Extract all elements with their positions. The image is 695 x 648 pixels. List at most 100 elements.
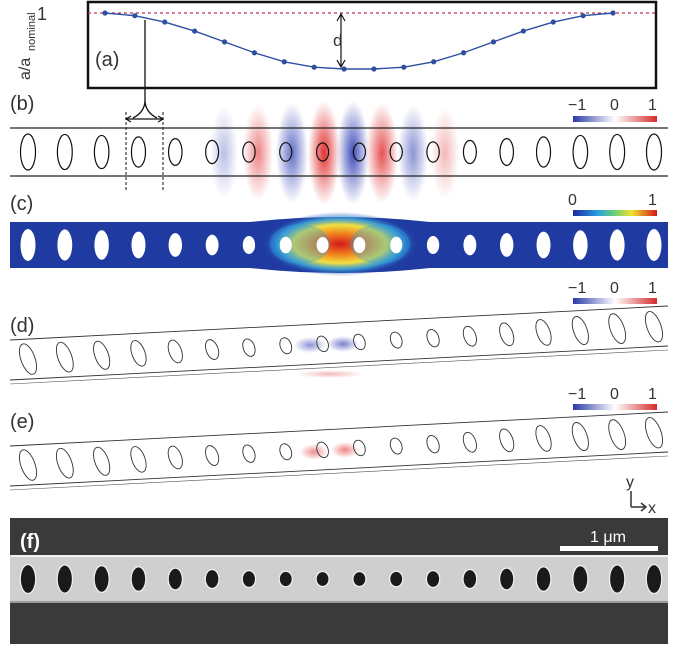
axes-indicator: y x [626, 474, 656, 517]
hole-outline [93, 134, 110, 170]
hole-outline [18, 449, 38, 481]
curve-point [281, 59, 287, 65]
hole-outline [462, 431, 477, 453]
hole-outline [499, 138, 515, 166]
curve-point [311, 64, 317, 70]
hole-outline [535, 136, 552, 168]
curve-point [580, 13, 586, 19]
depth-arrow-head-up [336, 12, 346, 22]
y-axis-label: a/a nominal [17, 12, 38, 80]
hole-outline [242, 141, 256, 163]
sem-hole [608, 564, 626, 594]
depth-label: d [333, 31, 342, 50]
hole-outline [535, 319, 552, 346]
beam-top-edge-d [9, 305, 669, 341]
y-axis-label-sub: nominal [26, 12, 38, 51]
beam-top-edge-e [9, 411, 669, 447]
curve-point [341, 66, 347, 72]
hole [57, 229, 73, 261]
curve-point [460, 50, 467, 56]
hole-outline [205, 445, 220, 466]
panel-label-e: (e) [10, 411, 34, 433]
hole-outline [426, 141, 440, 163]
hole-outline [130, 340, 147, 367]
sem-hole [425, 569, 441, 589]
curve-point [610, 10, 616, 16]
hole-outline [205, 139, 220, 165]
colorbar-b-min: −1 [568, 97, 586, 114]
scale-bar [560, 546, 658, 551]
sem-hole [462, 568, 478, 590]
curve-point [192, 28, 198, 34]
hole-outlines-e [18, 417, 664, 481]
hole-outline [279, 443, 293, 461]
hole-outline [353, 333, 366, 351]
hole-outline [18, 343, 38, 375]
hole-outline [535, 425, 552, 452]
hole-outline [608, 419, 627, 450]
strain-hotspot [262, 212, 418, 276]
hole [609, 229, 625, 261]
curve-line [104, 12, 614, 70]
panel-label-a: (a) [95, 49, 119, 71]
hole-outline [55, 341, 74, 373]
axis-y-label: y [626, 474, 634, 491]
y-axis-label-main: a/a [17, 58, 34, 80]
sem-hole [352, 570, 367, 588]
hole-outline [572, 134, 589, 170]
sem-hole [535, 566, 552, 592]
colorbar-e [573, 404, 657, 410]
colorbar-b-mid: 0 [610, 97, 619, 114]
colorbar-e-max: 1 [648, 386, 657, 403]
curve-point [431, 59, 437, 65]
panel-e: (e) −1 0 1 [9, 386, 669, 491]
curve-point [132, 13, 138, 19]
beam-bottom-edge-e-2 [9, 455, 669, 491]
hole-outline [352, 142, 367, 162]
panel-c: (c) 0 1 [10, 192, 668, 276]
hole-outline [499, 428, 515, 453]
hole [426, 235, 440, 255]
hole [205, 234, 219, 256]
sem-holes [19, 563, 663, 595]
colorbar-e-min: −1 [568, 386, 586, 403]
hole-outline [279, 337, 293, 355]
hole-outline [389, 331, 403, 349]
panel-label-f: (f) [20, 531, 40, 553]
hole-outline [353, 439, 366, 457]
hole-outlines-b [19, 133, 663, 171]
scale-bar-label: 1 μm [590, 529, 626, 546]
hole [573, 230, 588, 260]
hole-outline [130, 446, 147, 473]
hole-outline [609, 133, 626, 171]
curve-point [490, 39, 497, 45]
colorbar-d [573, 298, 657, 304]
beam-bottom-edge-e [9, 451, 669, 487]
beam-bottom-edge-d [9, 345, 669, 381]
hole [94, 230, 109, 260]
panel-b: (b) −1 0 1 [10, 93, 668, 205]
hole-outline [93, 446, 111, 476]
field-map-b [210, 101, 459, 205]
ytick-1: 1 [37, 4, 47, 24]
sem-hole [499, 567, 515, 591]
sem-hole [389, 570, 404, 588]
hole-outline [571, 422, 589, 451]
curve-point [221, 39, 228, 45]
sem-hole [130, 566, 147, 592]
curve-point [102, 10, 108, 16]
hole-outline [167, 445, 183, 470]
sem-hole [19, 563, 37, 595]
curve-point [520, 28, 526, 34]
sem-hole [56, 564, 74, 594]
hole-outline [19, 133, 37, 171]
panel-d: (d) −1 0 1 [9, 280, 669, 385]
panel-label-b: (b) [10, 93, 34, 115]
hole-outline [167, 138, 183, 166]
hole-outline [426, 328, 440, 348]
sem-hole [167, 567, 183, 591]
sem-hole [241, 569, 257, 589]
colorbar-c-min: 0 [568, 192, 577, 209]
panel-label-d: (d) [10, 315, 34, 337]
hole [390, 236, 403, 254]
